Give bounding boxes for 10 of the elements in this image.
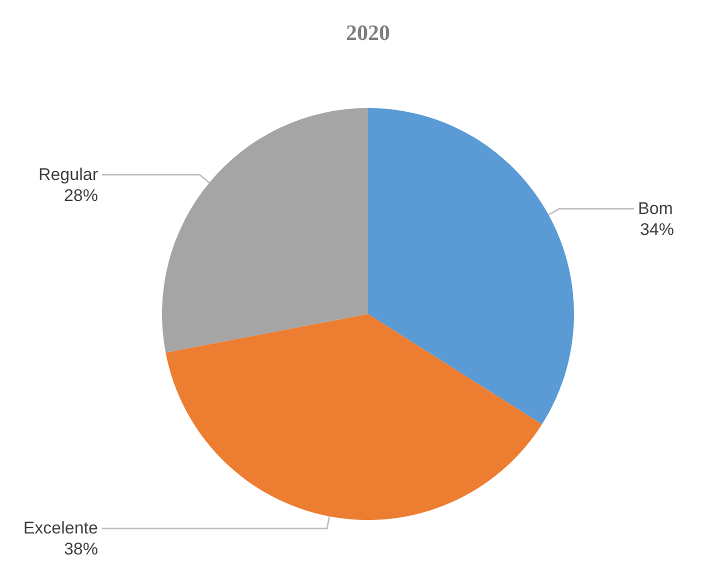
data-label: 28%	[64, 186, 98, 205]
pie-slice	[162, 108, 368, 353]
data-label: 38%	[64, 539, 98, 558]
pie-slice	[368, 108, 574, 424]
slice-label: Bom	[638, 198, 673, 218]
data-label: 34%	[640, 220, 674, 239]
slice-label: Regular	[38, 164, 98, 184]
chart-title: 2020	[346, 20, 390, 45]
slice-label: Excelente	[23, 518, 98, 538]
pie-slice	[166, 314, 542, 520]
